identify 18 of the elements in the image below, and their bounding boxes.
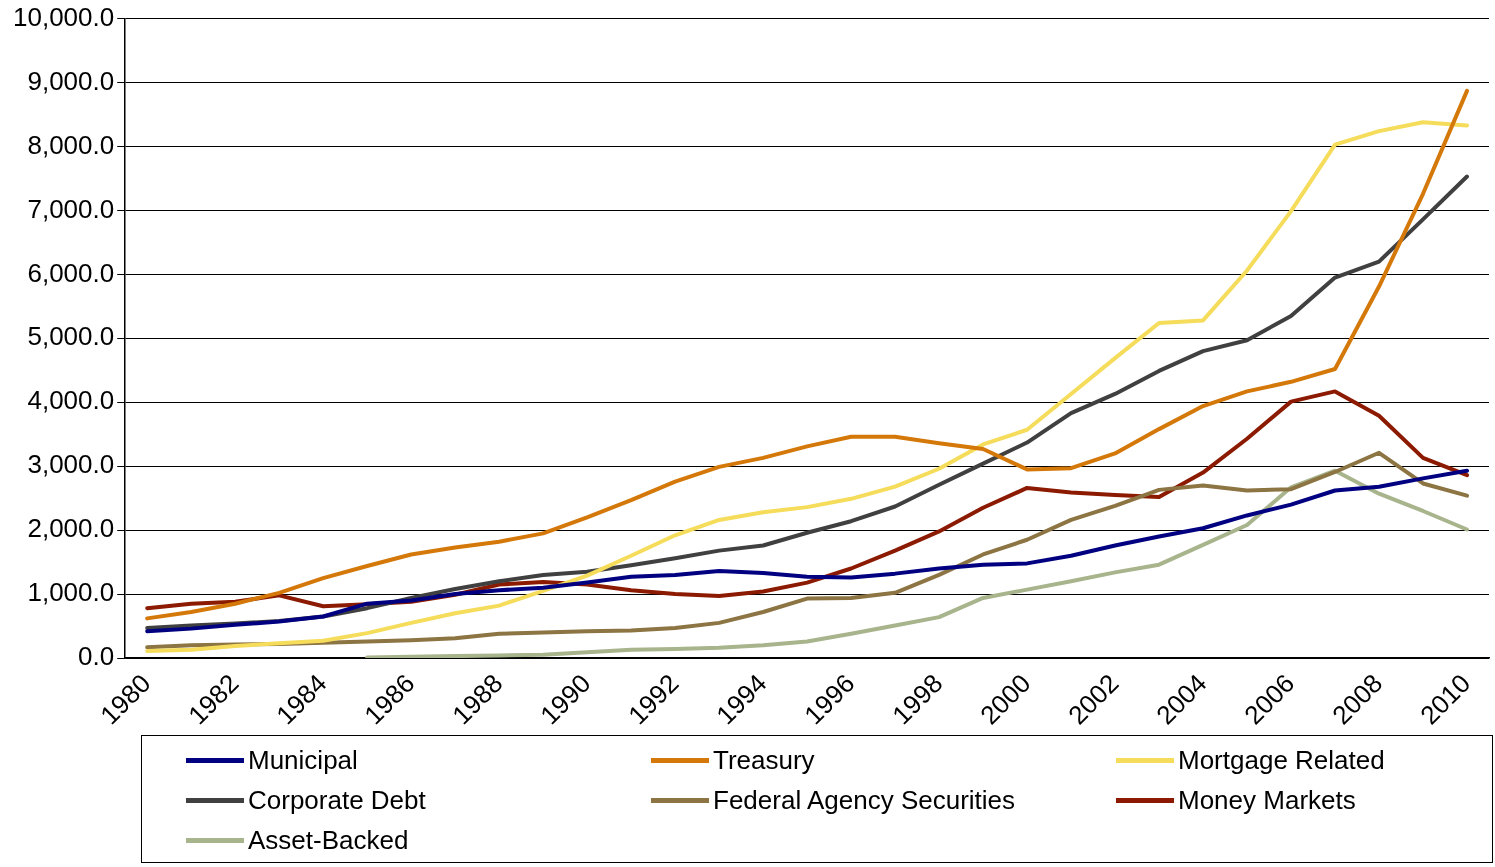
legend-label: Corporate Debt	[248, 784, 426, 816]
legend-label: Treasury	[713, 744, 815, 776]
legend-label: Municipal	[248, 744, 358, 776]
y-tick-label: 8,000.0	[27, 129, 115, 160]
y-tick-label: 6,000.0	[27, 257, 115, 288]
y-tick-label: 3,000.0	[27, 449, 115, 480]
y-tick-label: 9,000.0	[27, 65, 115, 96]
legend-label: Asset-Backed	[248, 824, 409, 856]
y-tick-label: 10,000.0	[12, 1, 115, 32]
y-tick-label: 7,000.0	[27, 193, 115, 224]
y-tick-label: 4,000.0	[27, 385, 115, 416]
y-tick-label: 2,000.0	[27, 513, 115, 544]
legend-label: Mortgage Related	[1178, 744, 1385, 776]
y-tick-label: 1,000.0	[27, 577, 115, 608]
legend-label: Money Markets	[1178, 784, 1356, 816]
y-tick-label: 0.0	[78, 641, 115, 672]
legend-label: Federal Agency Securities	[713, 784, 1016, 816]
y-tick-label: 5,000.0	[27, 321, 115, 352]
